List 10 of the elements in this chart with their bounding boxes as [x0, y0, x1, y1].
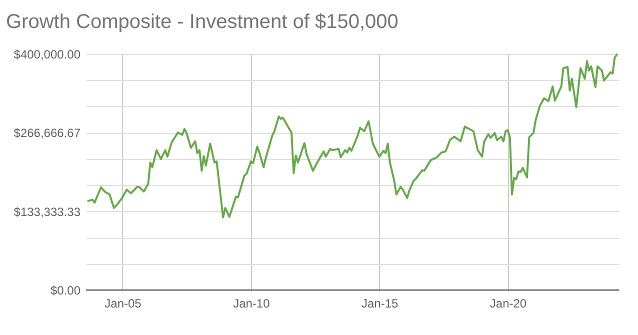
y-tick-label: $266,666.67 — [14, 126, 81, 140]
y-tick-label: $133,333.33 — [14, 204, 81, 219]
chart-title: Growth Composite - Investment of $150,000 — [6, 11, 398, 33]
line-series — [87, 54, 618, 218]
y-tick-label: $0.00 — [50, 284, 81, 298]
x-tick-label: Jan-10 — [233, 296, 270, 310]
x-tick-label: Jan-15 — [361, 296, 398, 310]
x-tick-label: Jan-05 — [104, 296, 142, 310]
y-tick-label: $400,000.00 — [14, 48, 81, 62]
x-tick-label: Jan-20 — [490, 296, 527, 310]
